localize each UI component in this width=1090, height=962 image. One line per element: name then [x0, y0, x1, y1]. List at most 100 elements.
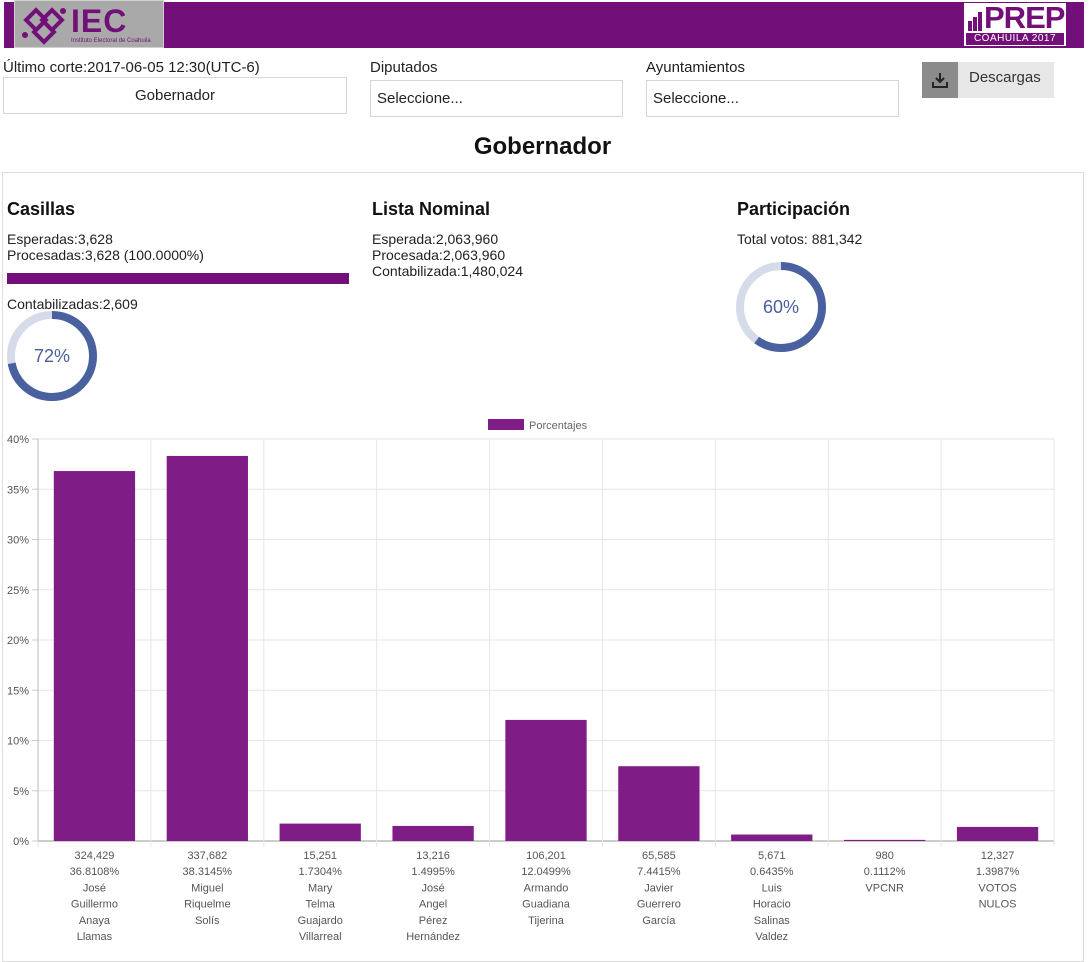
bar-2: [166, 455, 248, 841]
x-label-name: Telma: [306, 899, 336, 911]
x-label-votes: 15,251: [303, 850, 337, 862]
x-label-name: Guadiana: [522, 899, 571, 911]
eleccion-selector[interactable]: Gobernador: [3, 77, 347, 114]
x-label-votes: 65,585: [642, 850, 676, 862]
descargas-label: Descargas: [969, 69, 1041, 86]
y-tick-label: 25%: [7, 585, 29, 597]
x-label-votes: 12,327: [981, 850, 1015, 862]
bar-3: [279, 823, 361, 841]
lista-nominal-heading: Lista Nominal: [372, 199, 491, 219]
x-label-name: Javier: [644, 882, 674, 894]
x-label-name: VOTOS: [978, 882, 1016, 894]
y-tick-label: 35%: [7, 484, 29, 496]
iec-logo-subtitle: Instituto Electoral de Coahuila: [71, 38, 151, 44]
participacion-heading: Participación: [737, 199, 851, 219]
x-label-name: Guerrero: [637, 899, 681, 911]
x-label-name: Luis: [762, 882, 783, 894]
casillas-heading: Casillas: [7, 199, 76, 219]
x-label-name: García: [642, 915, 676, 927]
ayuntamientos-label: Ayuntamientos: [646, 59, 745, 76]
results-bar-chart: Porcentajes 0% 5% 10% 15% 20% 25% 30% 35% 40% 324,…: [7, 419, 1055, 943]
iec-logo-text: IEC: [71, 3, 128, 39]
x-label-pct: 38.3145%: [183, 866, 233, 878]
y-tick-label: 40%: [7, 434, 29, 446]
participacion-total-votos: Total votos: 881,342: [737, 231, 863, 247]
legend-swatch: [488, 419, 524, 430]
page-title: Gobernador: [473, 133, 612, 160]
iec-logo[interactable]: IEC Instituto Electoral de Coahuila: [14, 0, 164, 48]
ultimo-corte-label: Último corte:2017-06-05 12:30(UTC-6): [3, 59, 260, 76]
x-label-name: Mary: [308, 882, 333, 894]
x-label-votes: 13,216: [416, 850, 450, 862]
x-label-name: Salinas: [754, 915, 791, 927]
x-label-votes: 980: [875, 850, 893, 862]
casillas-donut-label: 72%: [33, 346, 71, 366]
x-label-votes: 5,671: [758, 850, 786, 862]
participacion-donut-label: 60%: [762, 297, 800, 317]
x-label-pct: 0.6435%: [750, 866, 794, 878]
x-label-name: Riquelme: [184, 899, 230, 911]
y-tick-label: 0%: [13, 836, 29, 848]
iec-emblem-icon: [22, 7, 66, 45]
lista-procesada: Procesada:2,063,960: [372, 247, 506, 263]
bar-8: [844, 839, 926, 841]
x-label-pct: 7.4415%: [637, 866, 681, 878]
x-label-name: Horacio: [753, 899, 791, 911]
x-label-name: Guillermo: [71, 899, 118, 911]
x-label-name: José: [83, 882, 106, 894]
x-label-name: Llamas: [77, 931, 113, 943]
prep-logo-subtitle: COAHUILA 2017: [966, 33, 1064, 45]
x-label-name: Anaya: [79, 915, 111, 927]
x-label-pct: 0.1112%: [864, 866, 906, 878]
y-tick-label: 30%: [7, 535, 29, 547]
header-bar: [4, 2, 1084, 48]
x-label-name: José: [421, 882, 444, 894]
lista-esperada: Esperada:2,063,960: [372, 231, 499, 247]
x-label-votes: 324,429: [75, 850, 115, 862]
x-label-pct: 1.7304%: [299, 866, 343, 878]
casillas-progress-fill: [7, 273, 349, 284]
x-label-pct: 1.4995%: [411, 866, 455, 878]
y-tick-label: 10%: [7, 736, 29, 748]
bar-7: [731, 834, 813, 841]
x-label-votes: 337,682: [187, 850, 227, 862]
participacion-donut: 60%: [735, 261, 827, 353]
descargas-button[interactable]: Descargas: [922, 62, 1054, 98]
prep-bars-icon: [968, 12, 982, 31]
casillas-esperadas: Esperadas:3,628: [7, 231, 113, 247]
x-label-name: Angel: [419, 899, 447, 911]
x-label-pct: 36.8108%: [70, 866, 120, 878]
bar-4: [392, 825, 474, 841]
lista-contabilizada: Contabilizada:1,480,024: [372, 263, 524, 279]
x-label-name: Armando: [524, 882, 569, 894]
casillas-contabilizadas: Contabilizadas:2,609: [7, 296, 138, 312]
diputados-label: Diputados: [370, 59, 438, 76]
x-label-pct: 1.3987%: [976, 866, 1020, 878]
diputados-select[interactable]: Seleccione...: [370, 80, 623, 117]
x-label-name: Hernández: [406, 931, 460, 943]
x-label-name: Tijerina: [528, 915, 565, 927]
x-label-name: VPCNR: [865, 882, 904, 894]
x-label-name: Pérez: [419, 915, 448, 927]
y-tick-label: 5%: [13, 786, 29, 798]
bar-5: [505, 719, 587, 841]
prep-logo[interactable]: PREP COAHUILA 2017: [964, 0, 1066, 46]
x-label-name: Guajardo: [298, 915, 343, 927]
casillas-donut: 72%: [6, 310, 98, 402]
casillas-progress-bar: [7, 273, 349, 284]
y-tick-label: 20%: [7, 635, 29, 647]
download-icon: [922, 62, 958, 98]
x-label-name: Miguel: [191, 882, 223, 894]
bar-6: [618, 766, 700, 841]
ayuntamientos-select[interactable]: Seleccione...: [646, 80, 899, 117]
legend-label: Porcentajes: [529, 420, 588, 432]
x-label-name: Valdez: [755, 931, 788, 943]
x-label-name: Solís: [195, 915, 220, 927]
casillas-procesadas: Procesadas:3,628 (100.0000%): [7, 247, 204, 263]
y-tick-label: 15%: [7, 685, 29, 697]
prep-logo-text: PREP: [984, 0, 1065, 35]
x-label-name: Villarreal: [299, 931, 342, 943]
x-label-pct: 12.0499%: [521, 866, 571, 878]
x-label-votes: 106,201: [526, 850, 566, 862]
bar-1: [53, 471, 136, 841]
